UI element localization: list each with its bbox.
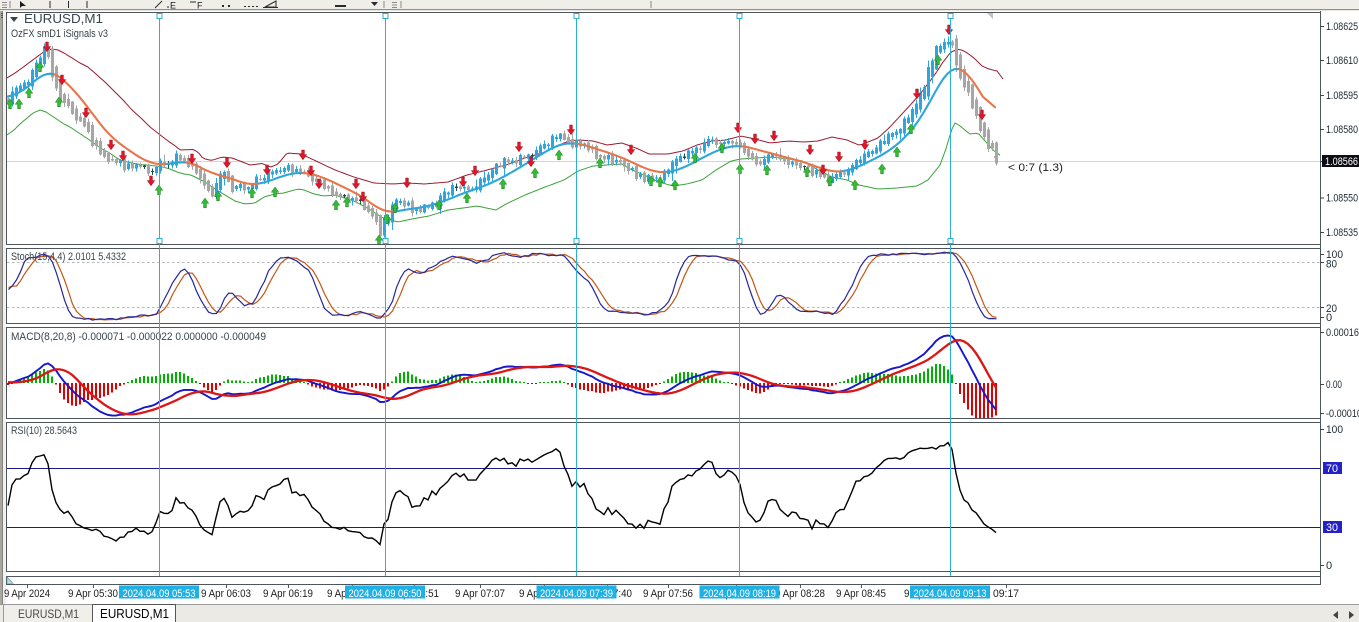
svg-text:9 Apr 08:45: 9 Apr 08:45 <box>836 588 886 600</box>
svg-text:-0.00010: -0.00010 <box>1326 408 1359 420</box>
svg-text:2024.04.09 08:19: 2024.04.09 08:19 <box>703 588 776 600</box>
svg-text:EURUSD,M1: EURUSD,M1 <box>18 607 79 621</box>
svg-text:100: 100 <box>1326 249 1343 261</box>
svg-text:30: 30 <box>1326 522 1338 534</box>
svg-text:OzFX smD1 iSignals v3: OzFX smD1 iSignals v3 <box>11 28 108 40</box>
svg-text:1.08535: 1.08535 <box>1326 227 1358 239</box>
svg-text:9 Apr 07:07: 9 Apr 07:07 <box>455 588 505 600</box>
svg-text:2024.04.09 09:13: 2024.04.09 09:13 <box>914 588 987 600</box>
svg-text:RSI(10) 28.5643: RSI(10) 28.5643 <box>11 425 77 437</box>
svg-text:EURUSD,M1: EURUSD,M1 <box>100 607 169 621</box>
svg-text:0.00: 0.00 <box>1326 379 1342 391</box>
svg-text:0: 0 <box>1326 560 1332 572</box>
svg-text:9 Apr 07:56: 9 Apr 07:56 <box>643 588 693 600</box>
svg-text:70: 70 <box>1326 463 1338 475</box>
svg-text:9 Apr 2024: 9 Apr 2024 <box>4 588 50 600</box>
svg-text:1.08580: 1.08580 <box>1326 124 1358 136</box>
svg-text:1.08550: 1.08550 <box>1326 193 1358 205</box>
svg-text:< 0:7 (1.3): < 0:7 (1.3) <box>1008 162 1063 174</box>
svg-text:9 Apr 06:03: 9 Apr 06:03 <box>201 588 251 600</box>
svg-text:EURUSD,M1: EURUSD,M1 <box>24 11 103 26</box>
svg-text:0: 0 <box>1326 312 1332 324</box>
svg-text:80: 80 <box>1326 259 1337 271</box>
svg-text:1.08595: 1.08595 <box>1326 90 1358 102</box>
svg-text:F: F <box>197 1 203 11</box>
svg-text:2024.04.09 07:39: 2024.04.09 07:39 <box>540 588 613 600</box>
svg-text:09:17: 09:17 <box>993 588 1019 600</box>
svg-text:1.08625: 1.08625 <box>1326 21 1358 33</box>
svg-text:9 Apr 08:28: 9 Apr 08:28 <box>775 588 825 600</box>
svg-text:100: 100 <box>1326 424 1343 436</box>
svg-text:20: 20 <box>1326 303 1337 315</box>
svg-text:9 Apr 06:19: 9 Apr 06:19 <box>263 588 313 600</box>
svg-text:1.08566: 1.08566 <box>1325 156 1358 168</box>
svg-text:2024.04.09 05:53: 2024.04.09 05:53 <box>123 588 196 600</box>
svg-text:0.000163: 0.000163 <box>1326 327 1359 339</box>
svg-text:1.08610: 1.08610 <box>1326 55 1358 67</box>
svg-text:Stoch(15,4,4) 2.0101 5.4332: Stoch(15,4,4) 2.0101 5.4332 <box>11 251 126 263</box>
svg-text:9 Apr 05:30: 9 Apr 05:30 <box>68 588 118 600</box>
svg-text:E: E <box>170 1 176 11</box>
svg-text:2024.04.09 06:50: 2024.04.09 06:50 <box>349 588 422 600</box>
svg-text:MACD(8,20,8) -0.000071 -0.0000: MACD(8,20,8) -0.000071 -0.000022 0.00000… <box>11 331 266 343</box>
